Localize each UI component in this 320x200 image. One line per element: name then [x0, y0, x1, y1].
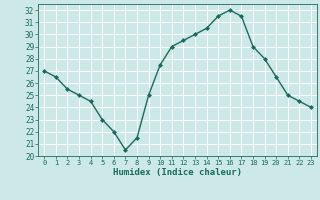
X-axis label: Humidex (Indice chaleur): Humidex (Indice chaleur): [113, 168, 242, 177]
